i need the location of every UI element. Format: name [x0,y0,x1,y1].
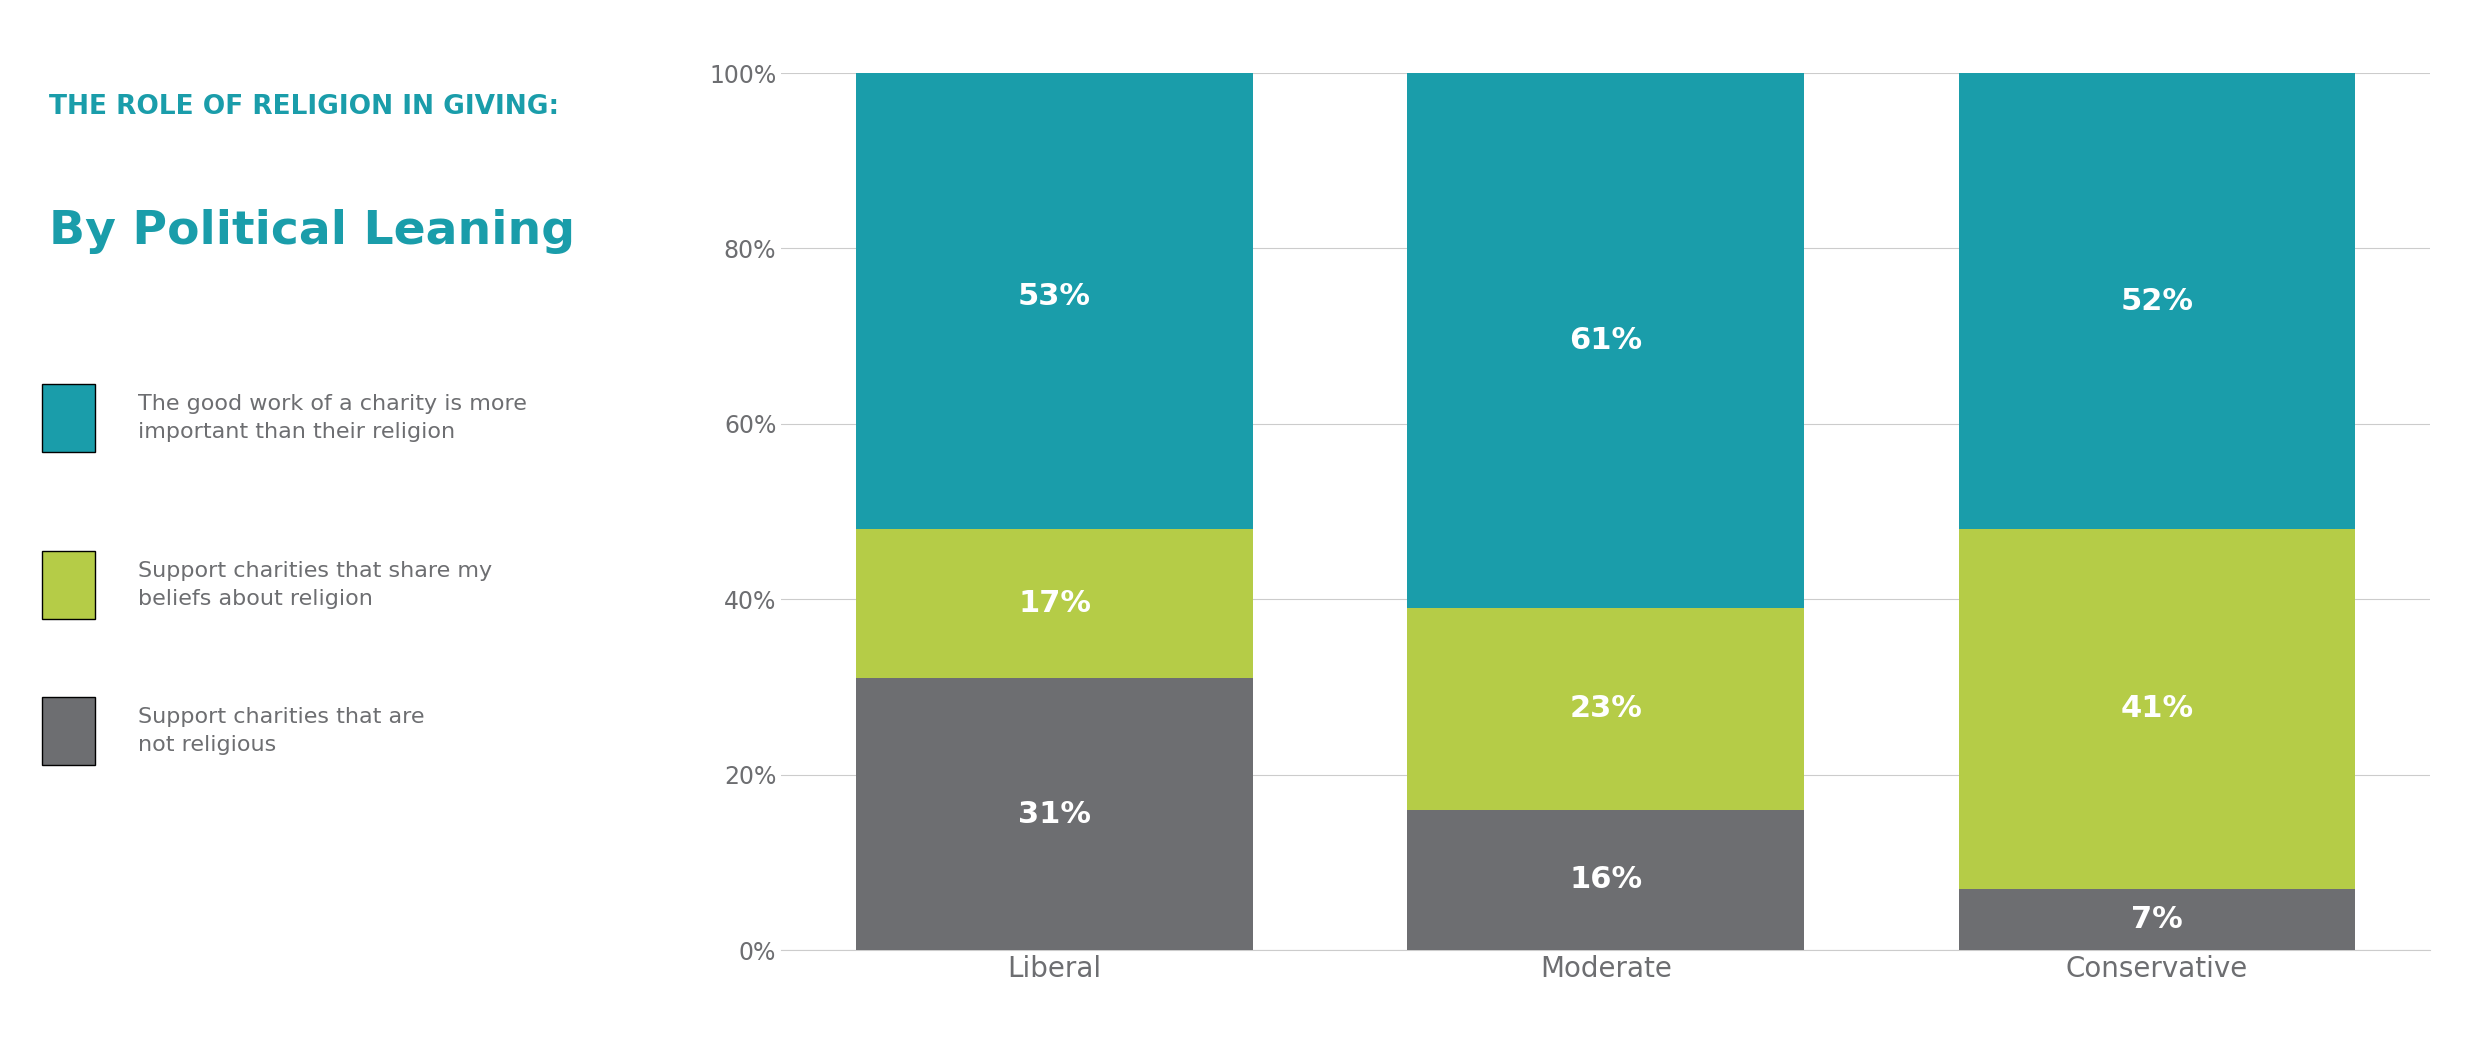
FancyBboxPatch shape [42,384,94,451]
Text: THE ROLE OF RELIGION IN GIVING:: THE ROLE OF RELIGION IN GIVING: [50,94,560,120]
FancyBboxPatch shape [42,697,94,764]
FancyBboxPatch shape [42,551,94,618]
Text: Support charities that are
not religious: Support charities that are not religious [139,707,424,755]
Text: The good work of a charity is more
important than their religion: The good work of a charity is more impor… [139,394,526,442]
Text: 17%: 17% [1019,589,1091,618]
Bar [856,679,1252,950]
Bar [856,529,1252,679]
Text: By Political Leaning: By Political Leaning [50,209,575,254]
Bar [1406,608,1805,810]
Bar [1959,529,2356,888]
Text: 7%: 7% [2130,905,2182,933]
Text: 53%: 53% [1019,282,1091,311]
Text: 23%: 23% [1570,694,1642,723]
Bar [1959,73,2356,529]
Bar [856,65,1252,529]
Text: 41%: 41% [2120,694,2195,723]
Text: 16%: 16% [1570,865,1642,895]
Text: Support charities that share my
beliefs about religion: Support charities that share my beliefs … [139,561,491,609]
Bar [1959,888,2356,950]
Bar [1406,810,1805,950]
Text: 52%: 52% [2120,287,2192,315]
Bar [1406,73,1805,608]
Text: 61%: 61% [1570,326,1642,355]
Text: 31%: 31% [1019,800,1091,829]
